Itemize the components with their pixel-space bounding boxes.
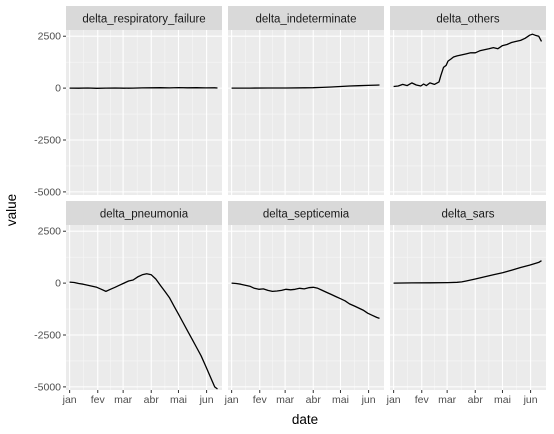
strip-label: delta_indeterminate	[255, 14, 356, 26]
x-tick-label: jun	[523, 394, 538, 406]
panel-background	[228, 30, 384, 195]
panel-background	[66, 30, 222, 195]
y-tick-label: -2500	[34, 135, 61, 147]
x-tick-label: abr	[306, 394, 322, 406]
facet-panel-delta_indeterminate: delta_indeterminate	[228, 6, 384, 195]
series-line-delta_respiratory_failure	[70, 88, 218, 89]
x-axis-title: date	[292, 412, 318, 427]
facet-panel-delta_pneumonia: delta_pneumonia -5000 -2500 0 2500 jan fev mar a…	[34, 201, 222, 406]
facet-panel-delta_others: delta_others	[390, 6, 546, 195]
strip-label: delta_sars	[441, 209, 494, 221]
y-axis-title: value	[4, 194, 19, 226]
facet-panel-delta_respiratory_failure: delta_respiratory_failure -5000 -2500 0 2500	[34, 6, 222, 198]
y-tick-label: 0	[55, 278, 61, 290]
x-tick-label: jun	[361, 394, 376, 406]
x-tick-label: jan	[224, 394, 239, 406]
x-tick-label: mai	[494, 394, 511, 406]
y-tick-label: -5000	[34, 381, 61, 393]
x-tick-label: mai	[170, 394, 187, 406]
y-tick-label: 2500	[38, 31, 62, 43]
x-tick-label: fev	[91, 394, 106, 406]
x-tick-label: fev	[253, 394, 268, 406]
x-tick-label: jan	[62, 394, 77, 406]
x-tick-label: jun	[199, 394, 214, 406]
x-tick-label: mar	[114, 394, 133, 406]
strip-label: delta_others	[436, 14, 500, 26]
panel-background	[390, 225, 546, 390]
facet-panels: delta_respiratory_failure -5000 -2500 0 2500…	[34, 6, 546, 406]
panel-background	[228, 225, 384, 390]
y-tick-label: -2500	[34, 330, 61, 342]
x-tick-label: mai	[332, 394, 349, 406]
x-tick-label: jan	[386, 394, 401, 406]
x-tick-label: abr	[468, 394, 484, 406]
x-tick-label: mar	[276, 394, 295, 406]
panel-background	[390, 30, 546, 195]
x-tick-label: mar	[438, 394, 457, 406]
strip-label: delta_septicemia	[263, 209, 350, 221]
y-tick-label: 0	[55, 83, 61, 95]
y-tick-label: -5000	[34, 186, 61, 198]
x-tick-label: fev	[415, 394, 430, 406]
y-tick-label: 2500	[38, 226, 62, 238]
panel-background	[66, 225, 222, 390]
strip-label: delta_pneumonia	[100, 209, 189, 221]
strip-label: delta_respiratory_failure	[82, 14, 205, 26]
x-tick-label: abr	[144, 394, 160, 406]
